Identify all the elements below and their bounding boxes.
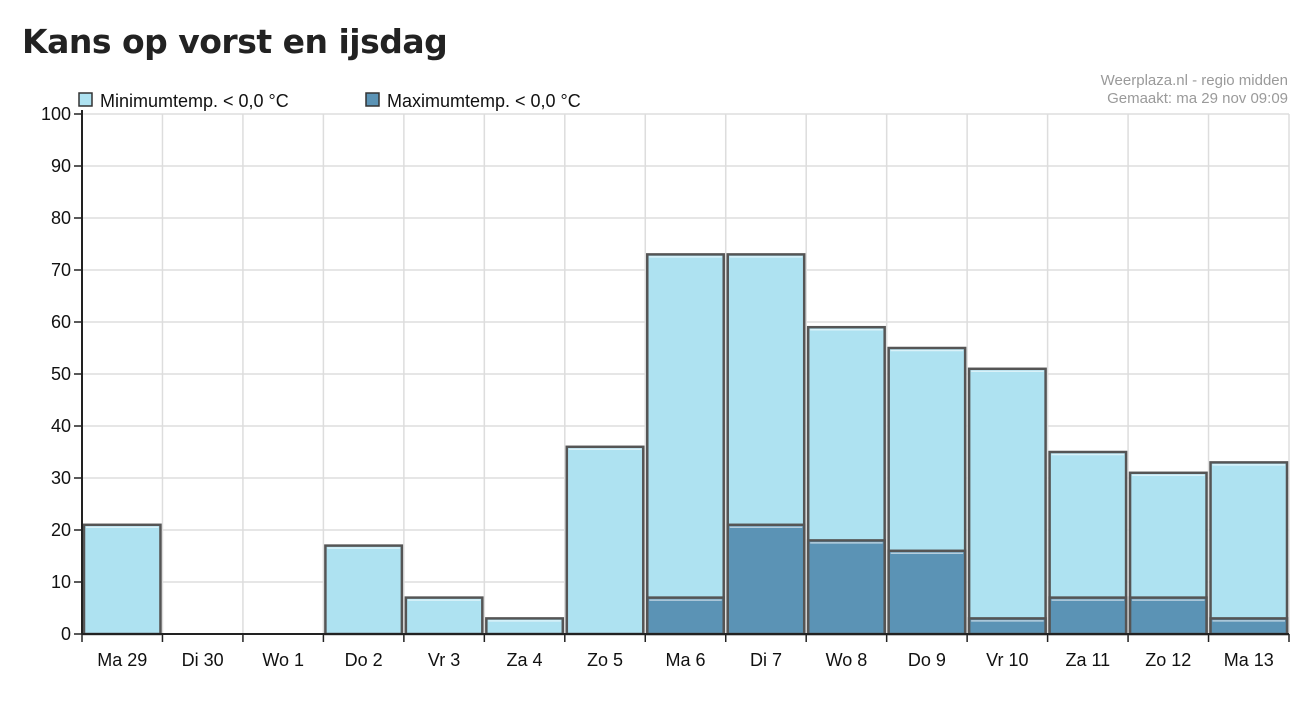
x-tick-label: Zo 12: [1145, 650, 1191, 670]
x-tick-label: Di 30: [182, 650, 224, 670]
y-tick-label: 10: [51, 572, 71, 592]
bar-min-temp: [565, 445, 645, 636]
bar-max-temp: [1048, 596, 1128, 636]
x-tick-label: Ma 6: [665, 650, 705, 670]
y-tick-label: 0: [61, 624, 71, 644]
credit-timestamp: Gemaakt: ma 29 nov 09:09: [1107, 90, 1288, 107]
x-tick-label: Ma 29: [97, 650, 147, 670]
credit-source: Weerplaza.nl - regio midden: [1100, 72, 1288, 89]
y-tick-label: 70: [51, 260, 71, 280]
x-tick-label: Zo 5: [587, 650, 623, 670]
legend-label-min: Minimumtemp. < 0,0 °C: [100, 91, 289, 111]
legend-swatch-min: [78, 92, 93, 107]
chart-credit: Weerplaza.nl - regio midden Gemaakt: ma …: [1101, 72, 1288, 108]
bar-min-temp: [967, 367, 1047, 636]
y-tick-label: 80: [51, 208, 71, 228]
legend-label-max: Maximumtemp. < 0,0 °C: [387, 91, 581, 111]
y-tick-label: 50: [51, 364, 71, 384]
y-tick-label: 100: [41, 104, 71, 124]
x-tick-label: Vr 3: [428, 650, 460, 670]
legend-swatch-max: [365, 92, 380, 107]
x-tick-label: Vr 10: [986, 650, 1028, 670]
x-tick-label: Ma 13: [1224, 650, 1274, 670]
bars: [82, 253, 1289, 636]
bar-max-temp: [806, 539, 886, 636]
y-tick-label: 40: [51, 416, 71, 436]
bar-max-temp: [646, 596, 725, 636]
x-tick-label: Za 11: [1065, 650, 1110, 670]
x-tick-label: Di 7: [750, 650, 782, 670]
bar-min-temp: [646, 253, 725, 636]
bar-max-temp: [887, 549, 967, 636]
x-tick-label: Wo 8: [826, 650, 868, 670]
bar-min-temp: [324, 544, 404, 636]
x-tick-label: Za 4: [507, 650, 543, 670]
y-tick-label: 20: [51, 520, 71, 540]
bar-min-temp: [1209, 461, 1289, 636]
y-tick-label: 90: [51, 156, 71, 176]
x-tick-label: Do 9: [908, 650, 946, 670]
axes: 0 10 20 30 40 50 60 70 80 90 100 Ma 29 Di 30 Wo 1 Do 2…: [41, 104, 1290, 670]
bar-max-temp: [1128, 596, 1208, 636]
page-title: Kans op vorst en ijsdag: [22, 22, 448, 61]
bar-min-temp: [404, 596, 484, 636]
bar-min-temp: [82, 523, 162, 636]
y-tick-label: 30: [51, 468, 71, 488]
bar-max-temp: [726, 523, 806, 636]
y-tick-label: 60: [51, 312, 71, 332]
x-tick-label: Wo 1: [262, 650, 304, 670]
legend: Minimumtemp. < 0,0 °C Maximumtemp. < 0,0…: [78, 91, 581, 111]
x-tick-label: Do 2: [345, 650, 383, 670]
